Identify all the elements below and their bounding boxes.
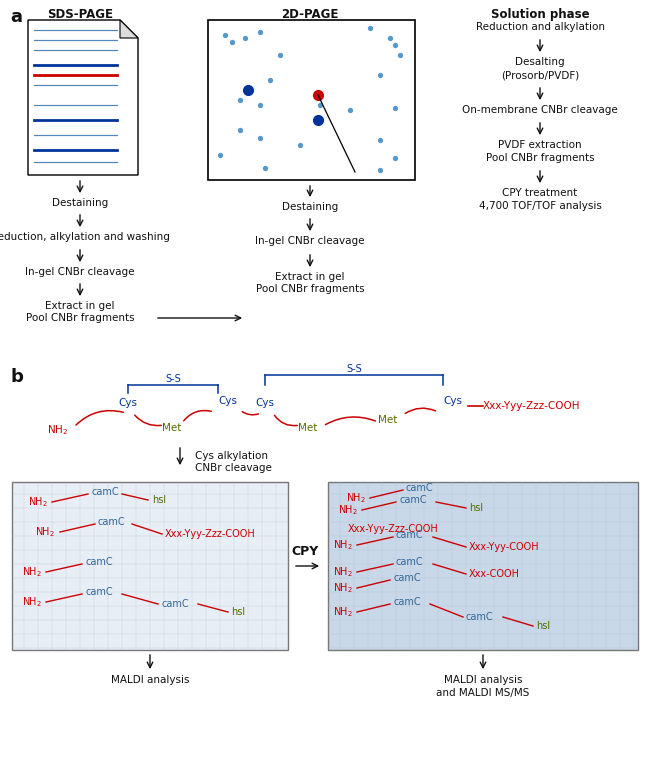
Text: NH$_2$: NH$_2$ (333, 581, 353, 595)
Text: Reduction, alkylation and washing: Reduction, alkylation and washing (0, 232, 170, 242)
Text: NH$_2$: NH$_2$ (22, 595, 42, 609)
FancyBboxPatch shape (12, 482, 288, 650)
Text: NH$_2$: NH$_2$ (333, 605, 353, 619)
Text: Cys: Cys (218, 396, 237, 406)
Text: NH$_2$: NH$_2$ (28, 495, 48, 509)
Text: Cys alkylation: Cys alkylation (195, 451, 268, 461)
Text: S-S: S-S (346, 364, 362, 374)
Text: camC: camC (85, 557, 112, 567)
Text: Xxx-Yyy-Zzz-COOH: Xxx-Yyy-Zzz-COOH (483, 401, 580, 411)
Text: Destaining: Destaining (282, 202, 338, 212)
Text: Xxx-Yyy-Zzz-COOH: Xxx-Yyy-Zzz-COOH (348, 524, 439, 534)
FancyBboxPatch shape (208, 20, 415, 180)
Text: NH$_2$: NH$_2$ (346, 491, 366, 505)
Text: NH$_2$: NH$_2$ (333, 538, 353, 552)
PathPatch shape (28, 20, 138, 175)
Text: 4,700 TOF/TOF analysis: 4,700 TOF/TOF analysis (478, 201, 601, 211)
Text: Desalting: Desalting (515, 57, 565, 67)
Text: hsl: hsl (152, 495, 166, 505)
Text: MALDI analysis: MALDI analysis (444, 675, 522, 685)
Text: hsl: hsl (536, 621, 550, 631)
Text: Cys: Cys (255, 398, 274, 408)
Polygon shape (120, 20, 138, 38)
Text: Pool CNBr fragments: Pool CNBr fragments (486, 153, 594, 163)
Text: CPY treatment: CPY treatment (502, 188, 578, 198)
Text: Xxx-COOH: Xxx-COOH (469, 569, 520, 579)
Text: Destaining: Destaining (52, 198, 108, 208)
Text: Met: Met (298, 423, 318, 433)
Text: SDS-PAGE: SDS-PAGE (47, 8, 113, 21)
Text: camC: camC (466, 612, 493, 622)
Text: camC: camC (85, 587, 112, 597)
Text: camC: camC (396, 557, 424, 567)
Text: b: b (10, 368, 23, 386)
Text: Pool CNBr fragments: Pool CNBr fragments (255, 284, 364, 294)
Text: Xxx-Yyy-COOH: Xxx-Yyy-COOH (469, 542, 540, 552)
Text: camC: camC (393, 597, 421, 607)
Text: NH$_2$: NH$_2$ (47, 423, 68, 437)
Text: CNBr cleavage: CNBr cleavage (195, 463, 272, 473)
Text: Pool CNBr fragments: Pool CNBr fragments (26, 313, 135, 323)
Text: Cys: Cys (118, 398, 138, 408)
Text: Met: Met (378, 415, 398, 425)
Text: camC: camC (399, 495, 426, 505)
Text: S-S: S-S (165, 374, 181, 384)
Text: hsl: hsl (231, 607, 245, 617)
Text: 2D-PAGE: 2D-PAGE (281, 8, 339, 21)
Text: Cys: Cys (443, 396, 462, 406)
Text: camC: camC (396, 530, 424, 540)
Text: In-gel CNBr cleavage: In-gel CNBr cleavage (255, 236, 365, 246)
Text: camC: camC (161, 599, 188, 609)
Text: Extract in gel: Extract in gel (46, 301, 115, 311)
Text: In-gel CNBr cleavage: In-gel CNBr cleavage (25, 267, 135, 277)
Text: NH$_2$: NH$_2$ (22, 565, 42, 579)
Text: Reduction and alkylation: Reduction and alkylation (476, 22, 604, 32)
Text: NH$_2$: NH$_2$ (333, 565, 353, 579)
Text: Extract in gel: Extract in gel (275, 272, 344, 282)
Text: camC: camC (98, 517, 125, 527)
Text: Met: Met (162, 423, 182, 433)
Text: camC: camC (393, 573, 421, 583)
Text: Xxx-Yyy-Zzz-COOH: Xxx-Yyy-Zzz-COOH (165, 529, 255, 539)
Text: PVDF extraction: PVDF extraction (498, 140, 582, 150)
Text: NH$_2$: NH$_2$ (338, 503, 358, 517)
Text: MALDI analysis: MALDI analysis (111, 675, 189, 685)
Text: hsl: hsl (469, 503, 483, 513)
Text: Solution phase: Solution phase (491, 8, 590, 21)
Text: NH$_2$: NH$_2$ (35, 525, 55, 539)
Text: and MALDI MS/MS: and MALDI MS/MS (436, 688, 530, 698)
Text: camC: camC (406, 483, 434, 493)
Text: CPY: CPY (291, 545, 318, 558)
FancyBboxPatch shape (328, 482, 638, 650)
Text: a: a (10, 8, 22, 26)
Text: camC: camC (92, 487, 120, 497)
Text: On-membrane CNBr cleavage: On-membrane CNBr cleavage (462, 105, 618, 115)
Text: (Prosorb/PVDF): (Prosorb/PVDF) (501, 70, 579, 80)
